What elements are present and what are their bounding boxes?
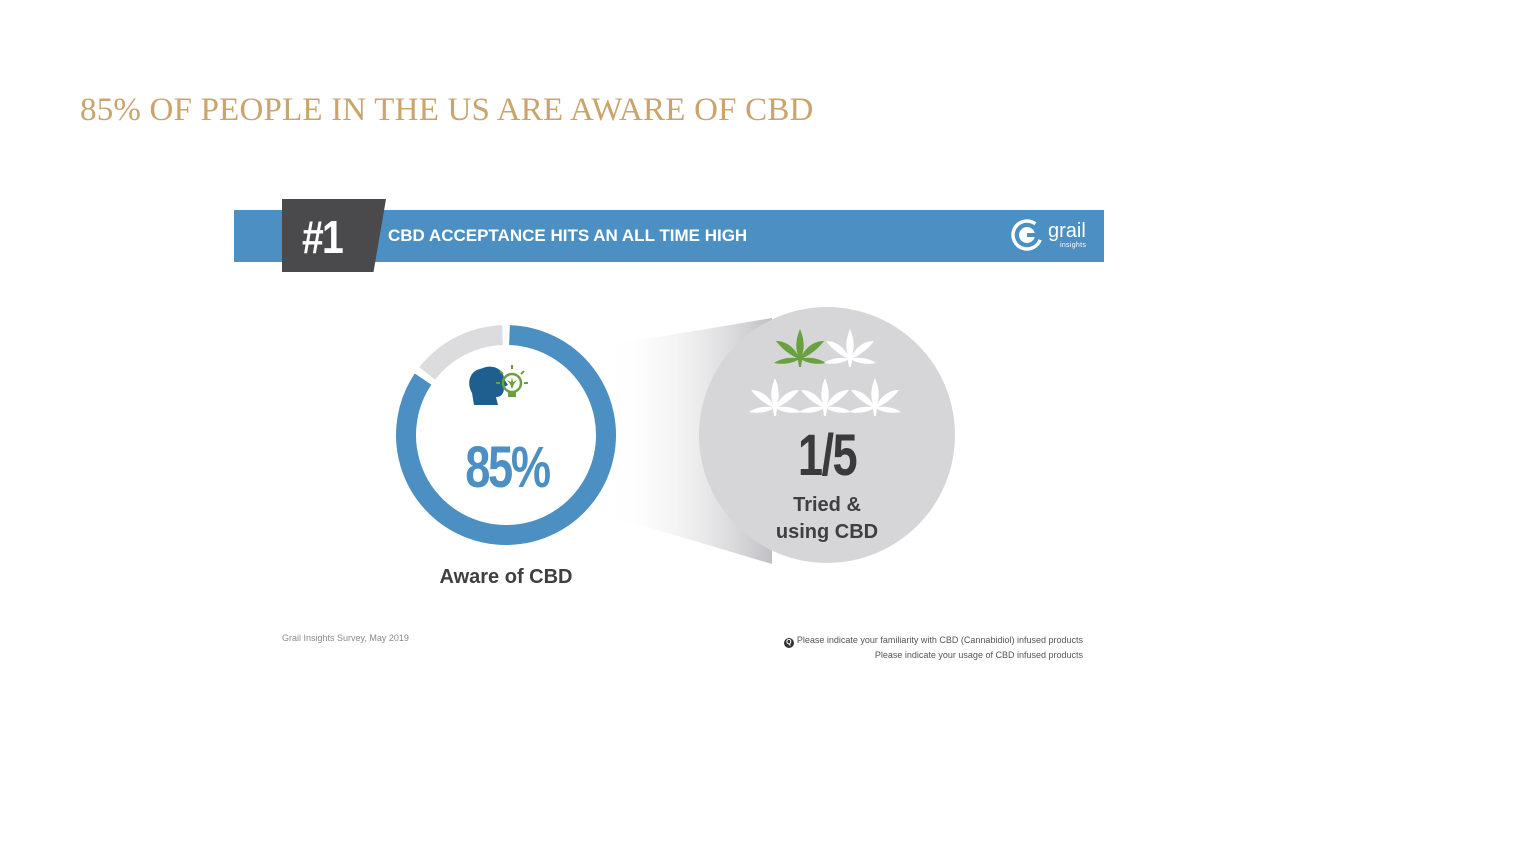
usage-value: 1/5 [797, 423, 858, 488]
cannabis-leaf-icon [799, 378, 851, 416]
question-line-2: Please indicate your usage of CBD infuse… [874, 650, 1083, 660]
cannabis-leaf-icon [749, 378, 801, 416]
logo-subtitle: insights [1060, 242, 1087, 249]
awareness-value: 85% [465, 435, 551, 500]
cannabis-leaf-icon [849, 378, 901, 416]
cannabis-leaf-icons [749, 329, 901, 416]
banner-title: CBD ACCEPTANCE HITS AN ALL TIME HIGH [388, 226, 748, 245]
usage-caption: Tried & using CBD [752, 492, 902, 546]
source-note: Grail Insights Survey, May 2019 [282, 633, 409, 643]
head-lightbulb-icon [469, 365, 528, 405]
question-text-1: Please indicate your familiarity with CB… [796, 635, 1083, 645]
chart-graphics [396, 307, 955, 564]
rank-badge [282, 199, 386, 272]
usage-caption-line-1: Tried & [793, 494, 861, 516]
donut-slice-1 [419, 325, 504, 380]
logo-name: grail [1048, 220, 1086, 242]
usage-caption-line-2: using CBD [775, 521, 879, 543]
survey-questions: Q Please indicate your familiarity with C… [783, 633, 1083, 662]
rank-label: #1 [302, 211, 344, 263]
cbd-infographic: #1 CBD ACCEPTANCE HITS AN ALL TIME HIGH … [232, 196, 1104, 666]
grail-logo-icon [1011, 219, 1043, 251]
question-line-1: Q Please indicate your familiarity with C… [783, 633, 1083, 648]
donut-slice-0 [396, 325, 616, 545]
awareness-caption: Aware of CBD [439, 566, 573, 588]
usage-circle [699, 307, 955, 563]
cannabis-leaf-icon [824, 329, 876, 367]
question-icon: Q [783, 638, 794, 648]
grail-insights-logo: grail insights [1010, 218, 1092, 254]
cannabis-leaf-icon [774, 329, 826, 367]
slide-title: 85% OF PEOPLE IN THE US ARE AWARE OF CBD [80, 92, 814, 128]
awareness-donut [396, 325, 616, 545]
